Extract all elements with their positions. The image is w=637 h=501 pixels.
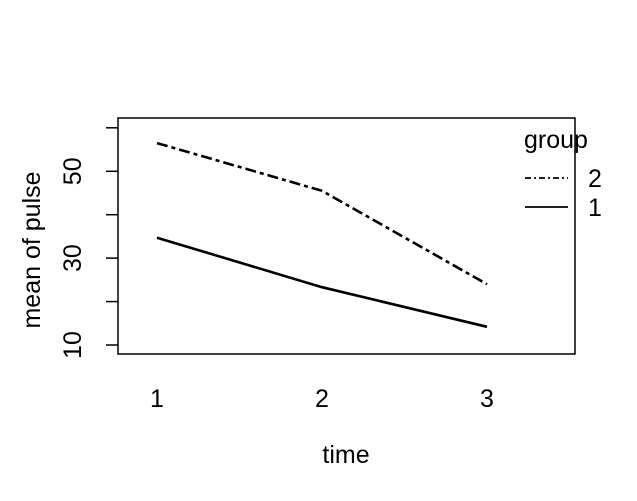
x-tick-label: 1 [150, 385, 164, 413]
plot-box [117, 117, 576, 355]
series-line-group-1 [156, 236, 488, 329]
y-axis-ticks [106, 127, 118, 346]
y-tick-label: 50 [59, 157, 87, 185]
y-tick-label: 10 [59, 331, 87, 359]
legend-label-group-2: 2 [588, 165, 602, 193]
x-tick-label: 2 [315, 385, 329, 413]
series-lines [156, 141, 488, 329]
x-axis-title: time [322, 441, 369, 469]
x-axis-tick-labels: 1 2 3 [150, 385, 494, 413]
y-axis-title: mean of pulse [18, 171, 46, 328]
legend-title: group [524, 126, 588, 154]
y-tick-label: 30 [59, 244, 87, 272]
x-tick-label: 3 [480, 385, 494, 413]
series-line-group-2 [156, 141, 488, 286]
legend: group 2 1 [524, 126, 602, 222]
y-axis-tick-labels: 10 30 50 [59, 157, 87, 359]
legend-label-group-1: 1 [588, 194, 602, 222]
